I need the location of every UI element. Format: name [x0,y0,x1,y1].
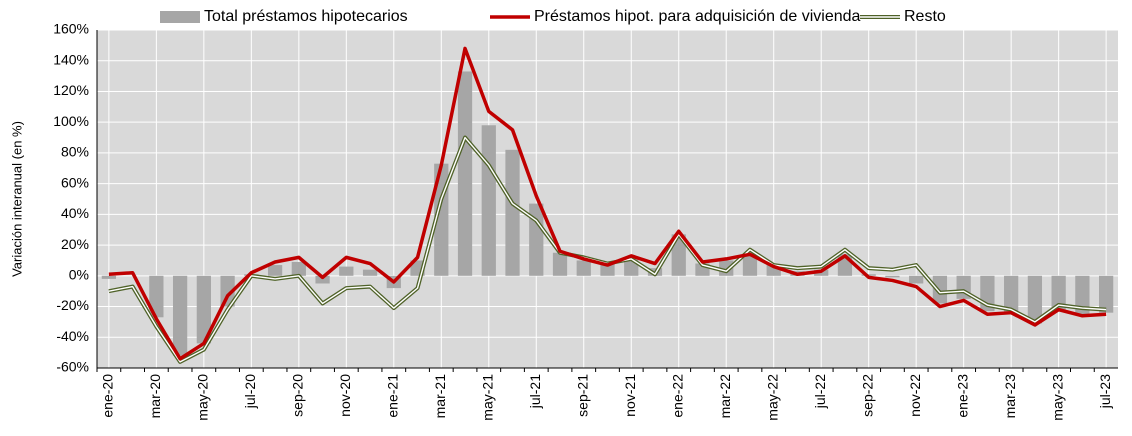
x-tick-label: ene-20 [100,374,116,418]
x-tick-label: sep-21 [574,374,590,417]
x-tick-label: mar-22 [717,374,733,419]
bar [600,263,615,276]
x-tick-label: ene-21 [385,374,401,418]
y-tick-label: -40% [56,328,89,344]
bar [101,275,116,279]
x-tick-label: jul-23 [1097,374,1113,409]
bar [339,266,354,276]
x-tick-label: jul-20 [242,374,258,409]
x-tick-label: nov-21 [622,374,638,417]
bar [909,275,924,284]
x-tick-label: may-23 [1049,374,1065,421]
y-tick-label: 100% [53,113,89,129]
bar [742,254,758,276]
x-tick-label: ene-23 [954,374,970,418]
bar [932,275,948,304]
legend-label: Préstamos hipot. para adquisición de viv… [534,8,861,25]
x-tick-label: ene-22 [669,374,685,418]
y-tick-label: 60% [61,174,89,190]
bar [552,252,568,276]
bar [1004,275,1019,313]
bar [315,275,330,284]
bar [529,203,544,276]
bar [885,275,900,278]
y-tick-label: 80% [61,144,89,160]
bar [576,260,591,276]
bar [196,275,211,344]
bar [362,269,378,276]
bar [481,125,496,276]
y-tick-label: 0% [69,267,89,283]
x-tick-label: mar-23 [1002,374,1018,419]
bar [220,275,235,307]
plot-area [97,30,1118,368]
legend-swatch [160,11,200,23]
x-tick-label: may-21 [479,374,495,421]
x-tick-label: may-22 [764,374,780,421]
bar [457,71,473,276]
bar [291,261,306,276]
bar [1099,275,1114,313]
x-tick-label: jul-21 [527,374,543,409]
legend-label: Resto [904,8,946,25]
x-tick-label: mar-21 [432,374,448,419]
y-tick-label: 160% [53,21,89,37]
bar [1075,275,1090,315]
x-tick-label: nov-22 [907,374,923,417]
y-tick-label: 140% [53,51,89,67]
bar [172,275,188,356]
x-tick-label: may-20 [195,374,211,421]
y-tick-label: 120% [53,82,89,98]
x-tick-label: nov-20 [337,374,353,417]
bar [1027,275,1043,324]
y-tick-label: 20% [61,236,89,252]
y-axis-title: Variación interanual (en %) [9,121,24,277]
legend-label: Total préstamos hipotecarios [204,8,408,25]
x-tick-label: jul-22 [812,374,828,409]
x-tick-label: sep-20 [290,374,306,417]
bar [149,275,164,318]
x-tick-label: mar-20 [147,374,163,419]
bar [505,149,520,276]
bar [267,265,283,276]
line [108,46,1107,361]
y-tick-label: -60% [56,359,89,375]
bar [1051,275,1066,310]
y-tick-label: 40% [61,205,89,221]
bar [671,234,686,276]
bar [766,265,781,276]
y-tick-label: -20% [56,297,89,313]
x-tick-label: sep-22 [859,374,875,417]
